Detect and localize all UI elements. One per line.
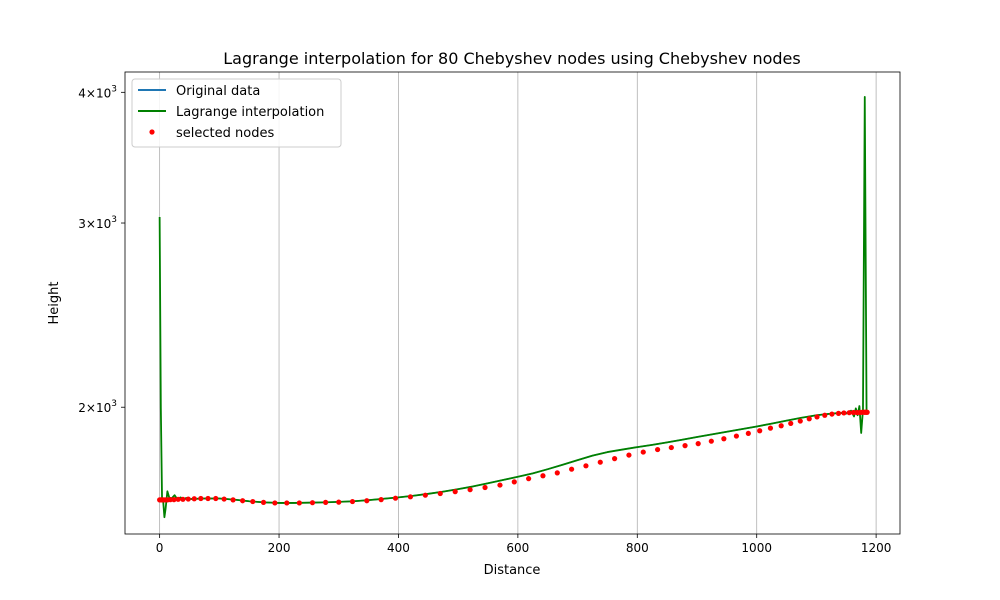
x-tick-label: 800: [626, 541, 649, 555]
node-point: [583, 463, 589, 469]
node-point: [846, 410, 852, 416]
node-point: [597, 459, 603, 465]
node-point: [260, 499, 267, 505]
node-point: [364, 498, 370, 504]
node-point: [272, 500, 278, 506]
node-point: [349, 498, 356, 505]
node-point: [221, 496, 227, 502]
node-point: [829, 411, 835, 417]
node-point: [864, 409, 870, 415]
node-point: [806, 416, 812, 422]
legend-label-lagrange-interpolation: Lagrange interpolation: [176, 105, 324, 120]
node-point: [167, 497, 173, 503]
node-point: [250, 498, 256, 505]
legend: Original data Lagrange interpolation sel…: [131, 78, 342, 148]
node-point: [378, 497, 384, 503]
node-point: [814, 414, 820, 420]
node-point: [640, 449, 646, 455]
node-point: [482, 484, 488, 491]
node-point: [788, 420, 794, 427]
node-point: [422, 492, 428, 498]
x-axis-ticks: 0 200 400 600 800 1000 1200: [156, 534, 892, 555]
node-point: [835, 410, 842, 416]
node-point: [230, 497, 236, 503]
y-tick-label: 2×103: [78, 399, 117, 415]
x-tick-label: 1000: [741, 541, 772, 555]
x-tick-label: 1200: [861, 541, 892, 555]
node-point: [191, 496, 197, 502]
grid-lines: [159, 72, 877, 534]
node-point: [336, 499, 342, 505]
x-tick-label: 200: [268, 541, 291, 555]
node-point: [296, 500, 302, 506]
node-point: [757, 428, 763, 434]
y-axis-label: Height: [47, 282, 62, 325]
legend-label-selected-nodes: selected nodes: [176, 126, 274, 141]
node-point: [569, 466, 575, 472]
node-point: [198, 495, 204, 502]
node-point: [778, 423, 784, 429]
node-point: [180, 496, 186, 502]
node-point: [171, 497, 177, 503]
node-point: [745, 430, 751, 437]
node-point: [497, 482, 503, 488]
node-point: [240, 498, 246, 504]
node-point: [323, 499, 329, 505]
x-tick-label: 400: [387, 541, 410, 555]
node-point: [407, 494, 413, 500]
node-point: [668, 444, 674, 451]
plot-series: [157, 95, 870, 519]
node-point: [526, 476, 532, 482]
legend-box: [131, 78, 342, 148]
y-tick-label: 3×103: [78, 215, 117, 231]
node-point: [511, 479, 517, 485]
node-point: [309, 500, 316, 506]
node-point: [554, 470, 560, 476]
node-point: [850, 409, 857, 416]
node-point: [392, 495, 399, 501]
node-point: [612, 456, 618, 462]
node-point: [841, 410, 847, 416]
legend-swatch-selected-nodes: [149, 129, 155, 135]
node-point: [767, 425, 774, 431]
node-point: [822, 412, 828, 418]
chart-title: Lagrange interpolation for 80 Chebyshev …: [223, 49, 800, 68]
y-tick-label: 4×103: [78, 84, 117, 100]
node-point: [626, 452, 632, 458]
node-point: [213, 495, 219, 502]
node-point: [437, 490, 443, 497]
node-point: [682, 443, 688, 449]
node-point: [284, 500, 290, 506]
node-point: [205, 495, 211, 502]
node-point: [540, 473, 546, 479]
plot-frame: [124, 71, 901, 535]
node-point: [175, 496, 181, 502]
node-point: [452, 489, 458, 495]
x-axis-label: Distance: [484, 563, 541, 578]
y-axis-ticks: 2×103 3×103 4×103: [78, 84, 125, 415]
x-tick-label: 0: [156, 541, 164, 555]
node-point: [797, 418, 803, 424]
node-point: [695, 441, 701, 447]
node-point: [733, 433, 740, 439]
node-point: [654, 446, 661, 453]
node-point: [467, 487, 473, 493]
x-tick-label: 600: [506, 541, 529, 555]
legend-label-original-data: Original data: [176, 84, 260, 99]
node-point: [185, 496, 191, 502]
node-point: [721, 436, 727, 442]
node-point: [708, 438, 714, 444]
